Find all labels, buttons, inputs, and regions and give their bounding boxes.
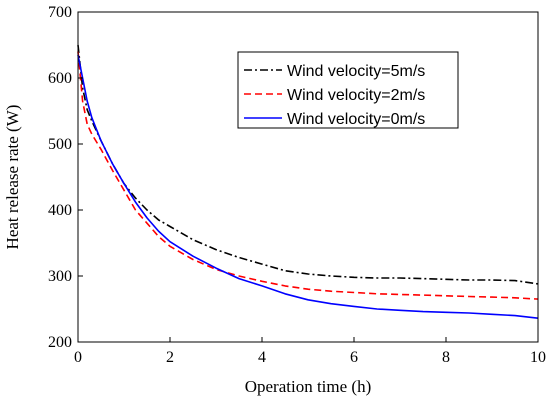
x-tick-label: 0	[74, 349, 82, 366]
legend-label-2ms: Wind velocity=2m/s	[287, 87, 425, 104]
x-tick-label: 6	[350, 349, 358, 366]
legend-box	[237, 51, 459, 129]
x-axis-title: Operation time (h)	[245, 377, 372, 396]
x-tick-label: 4	[258, 349, 266, 366]
legend-label-5ms: Wind velocity=5m/s	[287, 63, 425, 80]
x-axis-ticks: 0 2 4 6 8 10	[74, 337, 546, 366]
legend-label-0ms: Wind velocity=0m/s	[287, 111, 425, 128]
y-tick-label: 600	[48, 70, 72, 87]
y-axis-title: Heat release rate (W)	[3, 105, 22, 250]
x-tick-label: 8	[442, 349, 450, 366]
y-tick-label: 300	[48, 268, 72, 285]
y-tick-label: 500	[48, 136, 72, 153]
x-tick-label: 10	[530, 349, 546, 366]
legend: Wind velocity=5m/s Wind velocity=2m/s Wi…	[237, 51, 459, 129]
plot-frame	[77, 11, 539, 343]
series-line-1	[77, 51, 539, 300]
y-tick-label: 700	[48, 4, 72, 21]
y-tick-label: 400	[48, 202, 72, 219]
series-line-2	[77, 54, 539, 319]
y-axis-ticks: 200 300 400 500 600 700	[48, 4, 83, 351]
y-tick-label: 200	[48, 334, 72, 351]
series-lines	[77, 44, 539, 319]
x-tick-label: 2	[166, 349, 174, 366]
